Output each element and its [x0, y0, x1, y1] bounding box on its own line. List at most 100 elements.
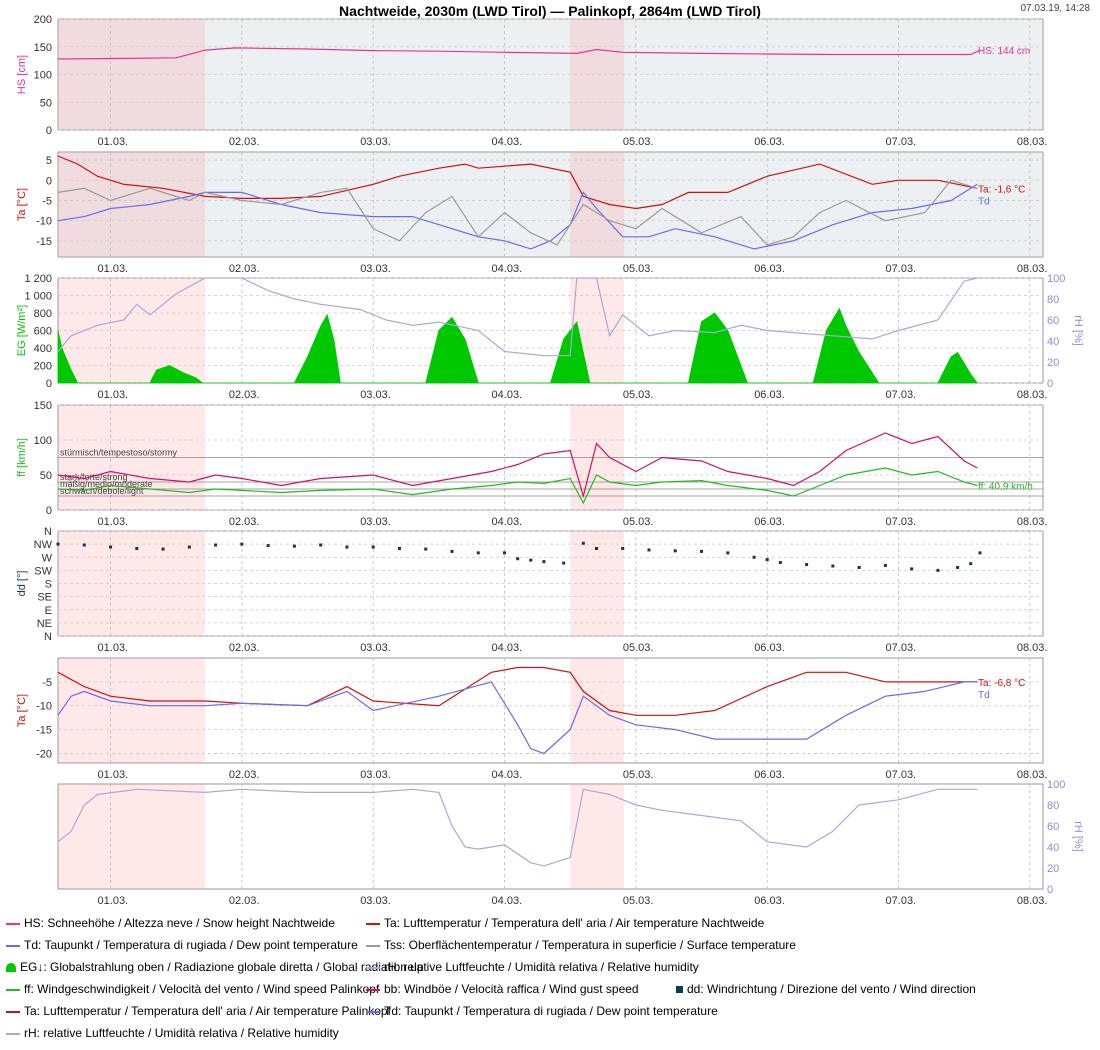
legend-square-icon [676, 986, 683, 994]
legend-item: rH: relative Luftfeuchte / Umidità relat… [6, 1026, 339, 1040]
data-point [135, 547, 139, 550]
timestamp: 07.03.19, 14:28 [1020, 3, 1090, 14]
panel-6: -20 -15 -10 -5 Ta [°C] Ta: -6,8 °CTd 01.03. 02.… [16, 657, 1047, 781]
legend-item: Ta: Lufttemperatur / Temperatura dell' a… [6, 1004, 391, 1018]
x-tick-label: 05.03. [623, 136, 654, 148]
x-tick-label: 08.03. [1017, 136, 1048, 148]
y-tick-label: -15 [36, 236, 52, 248]
legend-label: rH: relative Luftfeuchte / Umidità relat… [24, 1026, 339, 1040]
y-tick-label: 0 [46, 505, 52, 517]
data-point [56, 542, 60, 546]
y-tick-label: -10 [36, 216, 52, 228]
x-tick-label: 04.03. [492, 769, 523, 781]
series-dd [56, 541, 982, 572]
threshold-label: stark/forte/strong [60, 472, 128, 482]
y-tick-label: 50 [40, 97, 52, 109]
data-point [161, 547, 165, 551]
series-ff [57, 467, 978, 505]
x-tick-label: 03.03. [360, 263, 391, 275]
x-tick-label: 02.03. [229, 263, 260, 275]
data-point [529, 558, 533, 562]
x-tick-label: 04.03. [492, 642, 523, 654]
x-tick-label: 03.03. [360, 389, 391, 401]
data-point [831, 564, 835, 568]
legend-label: HS: Schneehöhe / Altezza neve / Snow hei… [24, 916, 335, 930]
legend-label: EG↓: Globalstrahlung oben / Radiazione g… [20, 960, 424, 974]
series-Td [57, 183, 978, 250]
annotation-label: Td [978, 196, 990, 207]
data-point [345, 545, 349, 549]
x-tick-label: 05.03. [623, 263, 654, 275]
legend-item: bb: Windböe / Velocità raffica / Wind gu… [366, 982, 639, 996]
legend-item: dd: Windrichtung / Direzione del vento /… [676, 982, 976, 996]
x-tick-label: 01.03. [98, 895, 129, 907]
data-point [562, 561, 566, 565]
y2-tick-label: 20 [1047, 863, 1059, 875]
panel-frame [57, 783, 1044, 890]
legend-line-icon [6, 944, 20, 947]
data-point [424, 547, 428, 551]
data-point [292, 544, 296, 548]
y-tick-label: 1 200 [24, 273, 52, 285]
series-EG [57, 307, 979, 384]
legend-label: Td: Taupunkt / Temperatura di rugiada / … [24, 938, 358, 952]
x-tick-label: 01.03. [98, 389, 129, 401]
legend-item: HS: Schneehöhe / Altezza neve / Snow hei… [6, 916, 335, 930]
legend-item: rH: relative Luftfeuchte / Umidità relat… [366, 960, 699, 974]
y-tick-label: 0 [46, 175, 52, 187]
panel-frame [57, 657, 1044, 764]
annotation-label: HS: 144 cm [978, 46, 1030, 57]
panel-frame [57, 151, 1044, 258]
x-tick-label: 03.03. [360, 642, 391, 654]
x-tick-label: 04.03. [492, 389, 523, 401]
x-tick-label: 07.03. [886, 389, 917, 401]
x-tick-label: 07.03. [886, 895, 917, 907]
x-tick-label: 08.03. [1017, 642, 1048, 654]
annotation-label: ff: 40,9 km/h [978, 482, 1033, 493]
y-tick-label: 100 [34, 435, 52, 447]
x-tick-label: 05.03. [623, 895, 654, 907]
data-point [647, 548, 651, 552]
y2-tick-label: 40 [1047, 336, 1059, 348]
data-point [778, 561, 782, 564]
y-tick-label: NW [34, 539, 53, 551]
shaded-period [58, 784, 206, 889]
x-tick-label: 02.03. [229, 769, 260, 781]
series-Td [57, 681, 978, 755]
y-tick-label: 150 [34, 42, 52, 54]
y2-tick-label: 80 [1047, 800, 1059, 812]
legend-label: ff: Windgeschwindigkeit / Velocità del v… [24, 982, 380, 996]
shaded-period [570, 19, 625, 130]
x-tick-label: 06.03. [754, 769, 785, 781]
x-tick-label: 08.03. [1017, 263, 1048, 275]
y2-tick-label: 40 [1047, 842, 1059, 854]
legend-area-icon [6, 963, 16, 973]
panel-background [58, 152, 1043, 257]
data-point [805, 563, 809, 567]
y-axis-label: EG [W/m²] [16, 305, 28, 356]
x-tick-label: 02.03. [229, 895, 260, 907]
data-point [581, 541, 585, 545]
data-point [883, 563, 887, 567]
data-point [371, 545, 375, 549]
series-Tss [57, 179, 978, 246]
threshold-label: stürmisch/tempestoso/stormy [60, 448, 178, 458]
data-point [240, 542, 244, 546]
x-tick-label: 05.03. [623, 516, 654, 528]
series-rH [57, 788, 978, 867]
y-tick-label: -20 [36, 748, 52, 760]
shaded-period [570, 658, 625, 763]
y-tick-label: N [44, 631, 52, 643]
y-tick-label: W [42, 552, 53, 564]
data-point [594, 547, 598, 550]
x-tick-label: 04.03. [492, 516, 523, 528]
legend-line-icon [6, 1010, 20, 1013]
legend-item: Tss: Oberflächentemperatur / Temperatura… [366, 938, 796, 952]
x-tick-label: 02.03. [229, 642, 260, 654]
legend-item: Td: Taupunkt / Temperatura di rugiada / … [6, 938, 358, 952]
y2-tick-label: 100 [1047, 273, 1065, 285]
data-point [187, 545, 191, 549]
data-point [910, 567, 914, 571]
legend-item: Ta: Lufttemperatur / Temperatura dell' a… [366, 916, 764, 930]
